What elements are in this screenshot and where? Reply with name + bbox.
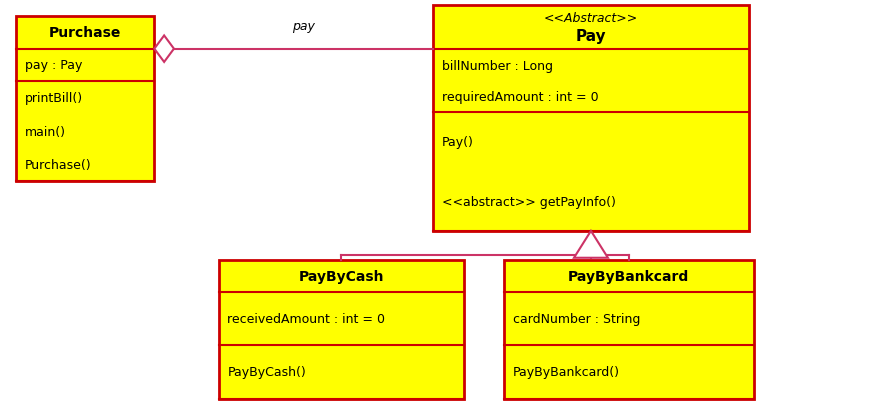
Bar: [433, 6, 749, 231]
Text: cardNumber : String: cardNumber : String: [513, 313, 640, 325]
Polygon shape: [574, 231, 608, 258]
Text: Pay: Pay: [575, 28, 607, 43]
Text: PayByBankcard: PayByBankcard: [568, 269, 690, 283]
Text: billNumber : Long: billNumber : Long: [442, 59, 552, 72]
Text: Pay(): Pay(): [442, 136, 474, 149]
Text: PayByCash(): PayByCash(): [227, 366, 306, 378]
Text: <<abstract>> getPayInfo(): <<abstract>> getPayInfo(): [442, 195, 615, 208]
Bar: [16, 17, 154, 182]
Text: main(): main(): [25, 125, 66, 138]
Bar: [504, 260, 754, 399]
Bar: [219, 260, 464, 399]
Text: pay : Pay: pay : Pay: [25, 59, 82, 72]
Text: printBill(): printBill(): [25, 92, 83, 105]
Text: Purchase(): Purchase(): [25, 159, 92, 171]
Text: requiredAmount : int = 0: requiredAmount : int = 0: [442, 91, 599, 104]
Text: Purchase: Purchase: [49, 26, 121, 40]
Text: pay: pay: [292, 20, 315, 33]
Text: PayByBankcard(): PayByBankcard(): [513, 366, 620, 378]
Polygon shape: [154, 36, 174, 63]
Text: PayByCash: PayByCash: [299, 269, 384, 283]
Text: <<Abstract>>: <<Abstract>>: [544, 12, 638, 25]
Text: receivedAmount : int = 0: receivedAmount : int = 0: [227, 313, 385, 325]
